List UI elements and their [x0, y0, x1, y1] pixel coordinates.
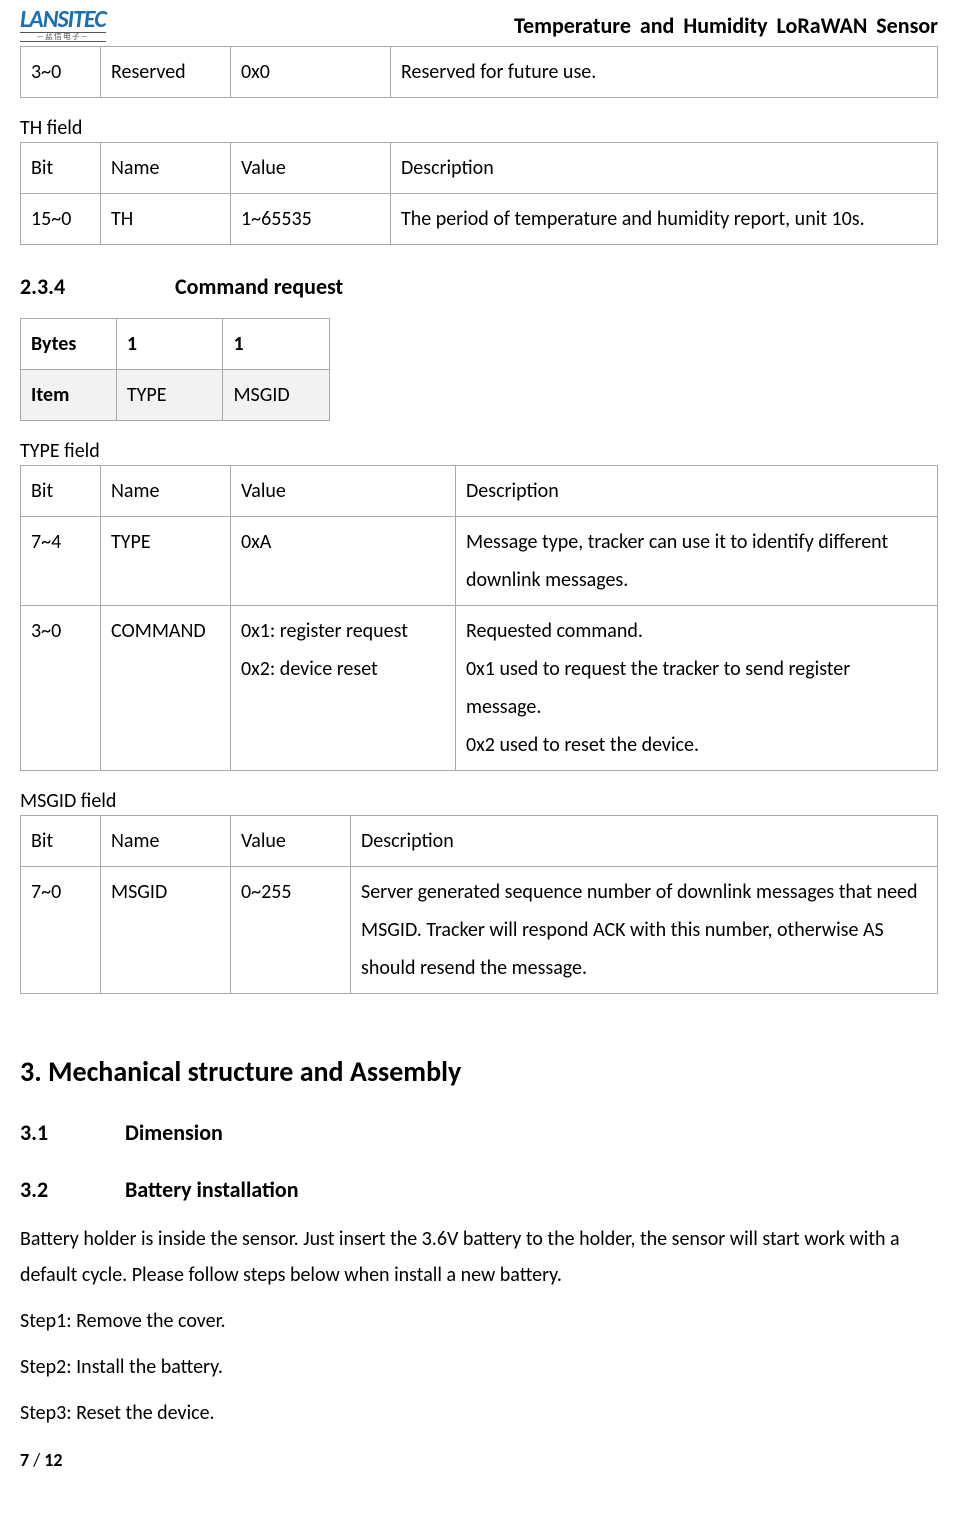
- cell-name: MSGID: [101, 867, 231, 994]
- col-header: Name: [101, 143, 231, 194]
- cell-value: 0x1: register request 0x2: device reset: [231, 606, 456, 771]
- col-header: Description: [391, 143, 938, 194]
- table-row: 7~4 TYPE 0xA Message type, tracker can u…: [21, 517, 938, 606]
- cell-name: COMMAND: [101, 606, 231, 771]
- doc-title: Temperature and Humidity LoRaWAN Sensor: [514, 12, 938, 39]
- section-title: Dimension: [125, 1119, 223, 1146]
- cell-desc: Server generated sequence number of down…: [351, 867, 938, 994]
- cell-bit: 3~0: [21, 606, 101, 771]
- section-number: 3.1: [20, 1119, 120, 1146]
- cell: 1: [127, 332, 137, 356]
- page-footer: 7 / 12: [20, 1441, 938, 1471]
- col-header: Value: [231, 143, 391, 194]
- col-header: Name: [101, 816, 231, 867]
- steps-list: Step1: Remove the cover. Step2: Install …: [20, 1303, 938, 1431]
- msgid-field-table: Bit Name Value Description 7~0 MSGID 0~2…: [20, 815, 938, 994]
- table-row: 15~0 TH 1~65535 The period of temperatur…: [21, 194, 938, 245]
- chapter-heading-3: 3. Mechanical structure and Assembly: [20, 1054, 938, 1089]
- table-row: 7~0 MSGID 0~255 Server generated sequenc…: [21, 867, 938, 994]
- section-title: Battery installation: [125, 1176, 299, 1203]
- page-header: LANSITEC —蓝信电子— Temperature and Humidity…: [20, 0, 938, 46]
- page-total: 12: [44, 1449, 62, 1471]
- cell-name: TYPE: [101, 517, 231, 606]
- col-header: Bit: [21, 816, 101, 867]
- table-row: Bytes 1 1: [21, 319, 330, 370]
- step-item: Step3: Reset the device.: [20, 1395, 938, 1431]
- section-number: 3.2: [20, 1176, 120, 1203]
- section-number: 2.3.4: [20, 273, 170, 300]
- cell-bit: 7~4: [21, 517, 101, 606]
- cell-bit: 3~0: [21, 47, 101, 98]
- col-header: Value: [231, 466, 456, 517]
- page-sep: /: [29, 1449, 44, 1471]
- cell-name: Reserved: [101, 47, 231, 98]
- table-row: 3~0 COMMAND 0x1: register request 0x2: d…: [21, 606, 938, 771]
- table-header-row: Bit Name Value Description: [21, 816, 938, 867]
- table-header-row: Bit Name Value Description: [21, 143, 938, 194]
- cell-label: Item: [31, 383, 69, 407]
- section-heading-31: 3.1 Dimension: [20, 1119, 938, 1146]
- command-request-table: Bytes 1 1 Item TYPE MSGID: [20, 318, 330, 421]
- cell-value: 0x0: [231, 47, 391, 98]
- chapter-number: 3.: [20, 1054, 42, 1089]
- cell-label: Bytes: [31, 332, 76, 356]
- chapter-title: Mechanical structure and Assembly: [48, 1054, 461, 1089]
- cell-value: 0xA: [231, 517, 456, 606]
- type-field-table: Bit Name Value Description 7~4 TYPE 0xA …: [20, 465, 938, 771]
- cell: 1: [233, 332, 243, 356]
- section-heading-32: 3.2 Battery installation: [20, 1176, 938, 1203]
- table-row: 3~0 Reserved 0x0 Reserved for future use…: [21, 47, 938, 98]
- th-field-table: Bit Name Value Description 15~0 TH 1~655…: [20, 142, 938, 245]
- col-header: Description: [456, 466, 938, 517]
- th-field-label: TH field: [20, 116, 938, 140]
- step-item: Step2: Install the battery.: [20, 1349, 938, 1385]
- type-field-label: TYPE field: [20, 439, 938, 463]
- col-header: Bit: [21, 466, 101, 517]
- reserved-row-table: 3~0 Reserved 0x0 Reserved for future use…: [20, 46, 938, 98]
- battery-paragraph: Battery holder is inside the sensor. Jus…: [20, 1221, 938, 1293]
- table-header-row: Bit Name Value Description: [21, 466, 938, 517]
- cell: TYPE: [116, 370, 223, 421]
- cell: MSGID: [223, 370, 330, 421]
- step-item: Step1: Remove the cover.: [20, 1303, 938, 1339]
- page-number: 7: [20, 1449, 29, 1471]
- logo-text: LANSITEC: [20, 8, 106, 32]
- section-title: Command request: [175, 273, 343, 300]
- logo-subtext: —蓝信电子—: [20, 32, 106, 42]
- cell-desc: The period of temperature and humidity r…: [391, 194, 938, 245]
- col-header: Description: [351, 816, 938, 867]
- cell-desc: Message type, tracker can use it to iden…: [456, 517, 938, 606]
- cell-desc: Requested command. 0x1 used to request t…: [456, 606, 938, 771]
- cell-desc: Reserved for future use.: [391, 47, 938, 98]
- cell-value: 0~255: [231, 867, 351, 994]
- cell-bit: 7~0: [21, 867, 101, 994]
- section-heading-234: 2.3.4 Command request: [20, 273, 938, 300]
- table-row: Item TYPE MSGID: [21, 370, 330, 421]
- col-header: Bit: [21, 143, 101, 194]
- cell-value: 1~65535: [231, 194, 391, 245]
- cell-name: TH: [101, 194, 231, 245]
- msgid-field-label: MSGID field: [20, 789, 938, 813]
- cell-bit: 15~0: [21, 194, 101, 245]
- logo: LANSITEC —蓝信电子—: [20, 8, 106, 42]
- col-header: Value: [231, 816, 351, 867]
- col-header: Name: [101, 466, 231, 517]
